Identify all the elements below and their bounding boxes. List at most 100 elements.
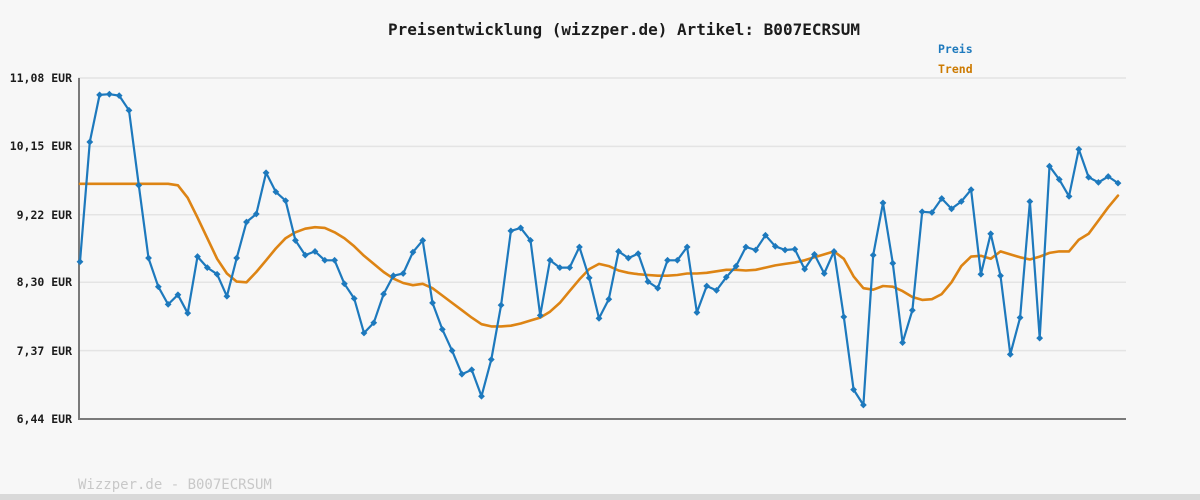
data-point-marker (840, 313, 848, 321)
data-point-marker (1016, 314, 1024, 321)
data-point-marker (145, 254, 152, 262)
data-point-marker (487, 356, 495, 363)
data-point-marker (340, 280, 348, 288)
data-point-marker (86, 138, 94, 146)
data-point-marker (370, 319, 378, 327)
y-axis-tick-label: 7,37 EUR (16, 343, 72, 358)
data-point-marker (154, 283, 162, 291)
data-point-marker (869, 251, 877, 259)
data-point-marker (908, 306, 916, 314)
data-point-marker (1085, 173, 1093, 181)
data-point-marker (1036, 334, 1044, 342)
legend-item-preis: Preis (938, 42, 973, 56)
data-point-marker (174, 291, 182, 299)
data-point-marker (527, 237, 534, 244)
preis-line (78, 93, 1120, 407)
data-point-marker (644, 278, 652, 285)
data-point-marker (478, 392, 485, 400)
data-point-marker (615, 248, 622, 255)
data-point-marker (96, 91, 103, 99)
data-point-marker (380, 290, 387, 298)
data-point-marker (1006, 350, 1014, 358)
data-point-marker (301, 251, 309, 259)
data-point-marker (203, 264, 211, 272)
data-point-marker (664, 256, 671, 264)
data-point-marker (243, 218, 250, 226)
data-point-marker (928, 209, 936, 216)
data-point-marker (742, 243, 750, 251)
data-point-marker (948, 205, 955, 213)
data-point-marker (811, 250, 818, 258)
data-point-marker (703, 282, 711, 290)
data-point-marker (311, 248, 319, 255)
data-point-marker (1104, 173, 1112, 180)
watermark-text: Wizzper.de - B007ECRSUM (78, 477, 272, 493)
data-point-marker (850, 386, 858, 394)
data-point-marker (399, 270, 407, 277)
data-point-marker (918, 208, 926, 216)
data-point-marker (997, 272, 1004, 280)
data-point-marker (1026, 198, 1034, 205)
data-point-marker (722, 273, 730, 281)
data-point-marker (673, 256, 681, 264)
data-point-marker (458, 370, 466, 378)
data-point-marker (1065, 192, 1073, 200)
data-point-marker (938, 195, 946, 202)
data-point-marker (605, 295, 613, 303)
data-point-marker (967, 186, 975, 194)
y-axis-tick-label: 10,15 EUR (9, 139, 72, 154)
data-point-marker (595, 314, 603, 322)
data-point-marker (517, 224, 525, 232)
data-point-marker (223, 292, 231, 300)
data-point-marker (859, 401, 867, 409)
data-point-marker (331, 256, 339, 264)
data-point-marker (801, 265, 809, 273)
data-point-marker (213, 270, 221, 278)
data-point-marker (282, 197, 290, 205)
data-point-marker (262, 169, 270, 177)
data-point-marker (389, 272, 397, 280)
data-point-marker (781, 246, 789, 254)
data-point-marker (536, 311, 544, 319)
y-axis-tick-label: 9,22 EUR (16, 207, 72, 222)
data-point-marker (272, 188, 280, 196)
data-point-marker (693, 309, 701, 316)
data-point-marker (957, 198, 965, 205)
data-point-marker (987, 230, 995, 238)
data-point-marker (1114, 179, 1122, 187)
data-point-marker (1075, 145, 1083, 153)
data-point-marker (233, 254, 241, 262)
legend-item-trend: Trend (938, 62, 973, 76)
data-point-marker (468, 366, 476, 374)
data-point-marker (409, 248, 417, 256)
data-point-marker (830, 248, 838, 255)
data-point-marker (556, 264, 564, 272)
data-point-marker (164, 300, 172, 308)
data-point-marker (135, 181, 143, 189)
data-point-marker (624, 254, 632, 262)
y-axis-tick-label: 6,44 EUR (16, 412, 72, 426)
data-point-marker (576, 243, 583, 251)
trend-line (78, 182, 1120, 328)
bottom-border-bar (0, 494, 1200, 500)
data-point-marker (566, 264, 574, 272)
data-point-marker (1095, 178, 1102, 186)
chart-title: Preisentwicklung (wizzper.de) Artikel: B… (387, 20, 861, 39)
data-point-marker (105, 90, 113, 98)
data-point-marker (194, 253, 201, 260)
data-point-marker (546, 256, 554, 264)
data-point-marker (360, 329, 368, 337)
data-point-marker (115, 92, 123, 100)
data-point-marker (321, 256, 329, 264)
data-point-marker (879, 199, 887, 207)
data-point-marker (419, 237, 427, 244)
data-point-marker (292, 237, 299, 244)
data-point-marker (713, 286, 720, 294)
data-point-marker (448, 347, 456, 355)
data-point-marker (252, 210, 260, 218)
data-point-marker (585, 274, 593, 282)
y-axis-tick-label: 8,30 EUR (16, 275, 72, 290)
y-axis-tick-label: 11,08 EUR (9, 71, 72, 85)
data-point-marker (350, 295, 358, 302)
